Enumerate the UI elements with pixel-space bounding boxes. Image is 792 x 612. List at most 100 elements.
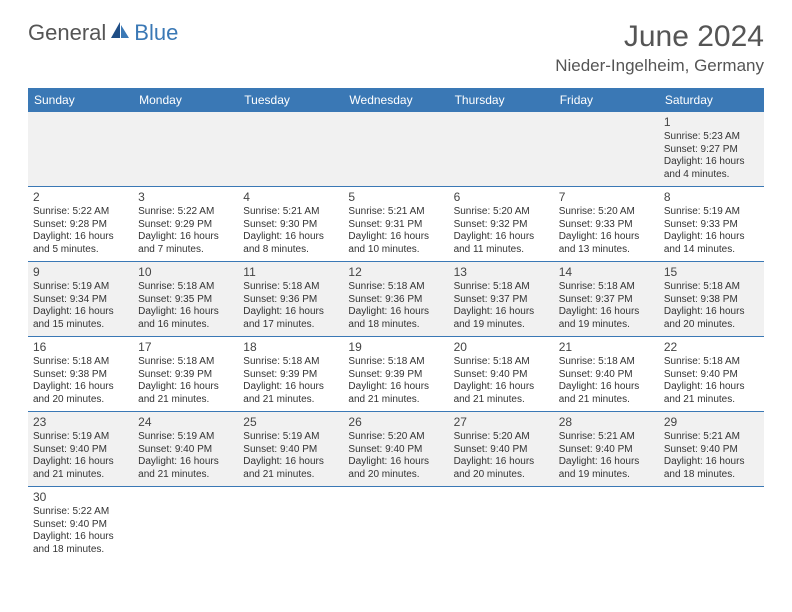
sunset-text: Sunset: 9:36 PM <box>243 294 338 307</box>
daylight-text: Daylight: 16 hours and 20 minutes. <box>664 306 759 331</box>
weekday-header: Friday <box>554 88 659 112</box>
sunset-text: Sunset: 9:40 PM <box>454 369 549 382</box>
sunrise-text: Sunrise: 5:22 AM <box>138 206 233 219</box>
logo-text-blue: Blue <box>134 20 178 46</box>
daylight-text: Daylight: 16 hours and 7 minutes. <box>138 231 233 256</box>
sunrise-text: Sunrise: 5:23 AM <box>664 131 759 144</box>
calendar-empty-cell <box>133 487 238 562</box>
sunset-text: Sunset: 9:27 PM <box>664 144 759 157</box>
daylight-text: Daylight: 16 hours and 21 minutes. <box>138 456 233 481</box>
sunset-text: Sunset: 9:36 PM <box>348 294 443 307</box>
day-number: 17 <box>138 340 233 355</box>
weekday-header: Monday <box>133 88 238 112</box>
sunset-text: Sunset: 9:39 PM <box>243 369 338 382</box>
calendar-empty-cell <box>449 487 554 562</box>
sunrise-text: Sunrise: 5:21 AM <box>243 206 338 219</box>
calendar-day-cell: 18Sunrise: 5:18 AMSunset: 9:39 PMDayligh… <box>238 337 343 412</box>
calendar-day-cell: 2Sunrise: 5:22 AMSunset: 9:28 PMDaylight… <box>28 187 133 262</box>
calendar-empty-cell <box>238 112 343 187</box>
sunrise-text: Sunrise: 5:20 AM <box>559 206 654 219</box>
calendar-day-cell: 21Sunrise: 5:18 AMSunset: 9:40 PMDayligh… <box>554 337 659 412</box>
daylight-text: Daylight: 16 hours and 19 minutes. <box>559 456 654 481</box>
title-block: June 2024 Nieder-Ingelheim, Germany <box>555 20 764 76</box>
calendar-day-cell: 14Sunrise: 5:18 AMSunset: 9:37 PMDayligh… <box>554 262 659 337</box>
calendar-week-row: 1Sunrise: 5:23 AMSunset: 9:27 PMDaylight… <box>28 112 764 187</box>
day-number: 27 <box>454 415 549 430</box>
daylight-text: Daylight: 16 hours and 10 minutes. <box>348 231 443 256</box>
calendar-day-cell: 5Sunrise: 5:21 AMSunset: 9:31 PMDaylight… <box>343 187 448 262</box>
sunset-text: Sunset: 9:40 PM <box>138 444 233 457</box>
calendar-day-cell: 30Sunrise: 5:22 AMSunset: 9:40 PMDayligh… <box>28 487 133 562</box>
sunrise-text: Sunrise: 5:18 AM <box>243 356 338 369</box>
calendar-day-cell: 11Sunrise: 5:18 AMSunset: 9:36 PMDayligh… <box>238 262 343 337</box>
sunset-text: Sunset: 9:37 PM <box>559 294 654 307</box>
sunrise-text: Sunrise: 5:19 AM <box>33 281 128 294</box>
calendar-day-cell: 1Sunrise: 5:23 AMSunset: 9:27 PMDaylight… <box>659 112 764 187</box>
sunrise-text: Sunrise: 5:18 AM <box>138 281 233 294</box>
day-number: 29 <box>664 415 759 430</box>
sunset-text: Sunset: 9:31 PM <box>348 219 443 232</box>
calendar-day-cell: 9Sunrise: 5:19 AMSunset: 9:34 PMDaylight… <box>28 262 133 337</box>
sunrise-text: Sunrise: 5:21 AM <box>559 431 654 444</box>
calendar-week-row: 23Sunrise: 5:19 AMSunset: 9:40 PMDayligh… <box>28 412 764 487</box>
calendar-empty-cell <box>343 112 448 187</box>
calendar-day-cell: 29Sunrise: 5:21 AMSunset: 9:40 PMDayligh… <box>659 412 764 487</box>
calendar-week-row: 2Sunrise: 5:22 AMSunset: 9:28 PMDaylight… <box>28 187 764 262</box>
sunrise-text: Sunrise: 5:18 AM <box>33 356 128 369</box>
calendar-day-cell: 17Sunrise: 5:18 AMSunset: 9:39 PMDayligh… <box>133 337 238 412</box>
sunrise-text: Sunrise: 5:18 AM <box>454 356 549 369</box>
sunset-text: Sunset: 9:30 PM <box>243 219 338 232</box>
daylight-text: Daylight: 16 hours and 13 minutes. <box>559 231 654 256</box>
sunset-text: Sunset: 9:40 PM <box>33 519 128 532</box>
daylight-text: Daylight: 16 hours and 11 minutes. <box>454 231 549 256</box>
sunrise-text: Sunrise: 5:19 AM <box>664 206 759 219</box>
daylight-text: Daylight: 16 hours and 21 minutes. <box>559 381 654 406</box>
daylight-text: Daylight: 16 hours and 17 minutes. <box>243 306 338 331</box>
day-number: 1 <box>664 115 759 130</box>
calendar-day-cell: 3Sunrise: 5:22 AMSunset: 9:29 PMDaylight… <box>133 187 238 262</box>
logo-text-general: General <box>28 20 106 46</box>
sunset-text: Sunset: 9:40 PM <box>559 369 654 382</box>
daylight-text: Daylight: 16 hours and 19 minutes. <box>454 306 549 331</box>
sunset-text: Sunset: 9:40 PM <box>243 444 338 457</box>
sunset-text: Sunset: 9:40 PM <box>559 444 654 457</box>
calendar-day-cell: 6Sunrise: 5:20 AMSunset: 9:32 PMDaylight… <box>449 187 554 262</box>
calendar-day-cell: 4Sunrise: 5:21 AMSunset: 9:30 PMDaylight… <box>238 187 343 262</box>
day-number: 23 <box>33 415 128 430</box>
daylight-text: Daylight: 16 hours and 8 minutes. <box>243 231 338 256</box>
daylight-text: Daylight: 16 hours and 5 minutes. <box>33 231 128 256</box>
calendar-week-row: 9Sunrise: 5:19 AMSunset: 9:34 PMDaylight… <box>28 262 764 337</box>
day-number: 8 <box>664 190 759 205</box>
sunset-text: Sunset: 9:33 PM <box>559 219 654 232</box>
day-number: 25 <box>243 415 338 430</box>
calendar-day-cell: 23Sunrise: 5:19 AMSunset: 9:40 PMDayligh… <box>28 412 133 487</box>
day-number: 12 <box>348 265 443 280</box>
sunrise-text: Sunrise: 5:18 AM <box>243 281 338 294</box>
sunrise-text: Sunrise: 5:18 AM <box>559 281 654 294</box>
daylight-text: Daylight: 16 hours and 21 minutes. <box>243 381 338 406</box>
calendar-day-cell: 7Sunrise: 5:20 AMSunset: 9:33 PMDaylight… <box>554 187 659 262</box>
daylight-text: Daylight: 16 hours and 14 minutes. <box>664 231 759 256</box>
sunrise-text: Sunrise: 5:22 AM <box>33 506 128 519</box>
daylight-text: Daylight: 16 hours and 19 minutes. <box>559 306 654 331</box>
daylight-text: Daylight: 16 hours and 21 minutes. <box>138 381 233 406</box>
weekday-header: Tuesday <box>238 88 343 112</box>
sunset-text: Sunset: 9:37 PM <box>454 294 549 307</box>
calendar-day-cell: 15Sunrise: 5:18 AMSunset: 9:38 PMDayligh… <box>659 262 764 337</box>
sunset-text: Sunset: 9:40 PM <box>664 444 759 457</box>
sunset-text: Sunset: 9:35 PM <box>138 294 233 307</box>
calendar-empty-cell <box>554 487 659 562</box>
sunrise-text: Sunrise: 5:20 AM <box>454 431 549 444</box>
daylight-text: Daylight: 16 hours and 20 minutes. <box>454 456 549 481</box>
calendar-day-cell: 10Sunrise: 5:18 AMSunset: 9:35 PMDayligh… <box>133 262 238 337</box>
sunrise-text: Sunrise: 5:18 AM <box>454 281 549 294</box>
sunset-text: Sunset: 9:33 PM <box>664 219 759 232</box>
daylight-text: Daylight: 16 hours and 21 minutes. <box>348 381 443 406</box>
sunrise-text: Sunrise: 5:18 AM <box>559 356 654 369</box>
calendar-day-cell: 26Sunrise: 5:20 AMSunset: 9:40 PMDayligh… <box>343 412 448 487</box>
daylight-text: Daylight: 16 hours and 21 minutes. <box>454 381 549 406</box>
day-number: 9 <box>33 265 128 280</box>
day-number: 2 <box>33 190 128 205</box>
calendar-week-row: 30Sunrise: 5:22 AMSunset: 9:40 PMDayligh… <box>28 487 764 562</box>
calendar-table: SundayMondayTuesdayWednesdayThursdayFrid… <box>28 88 764 561</box>
